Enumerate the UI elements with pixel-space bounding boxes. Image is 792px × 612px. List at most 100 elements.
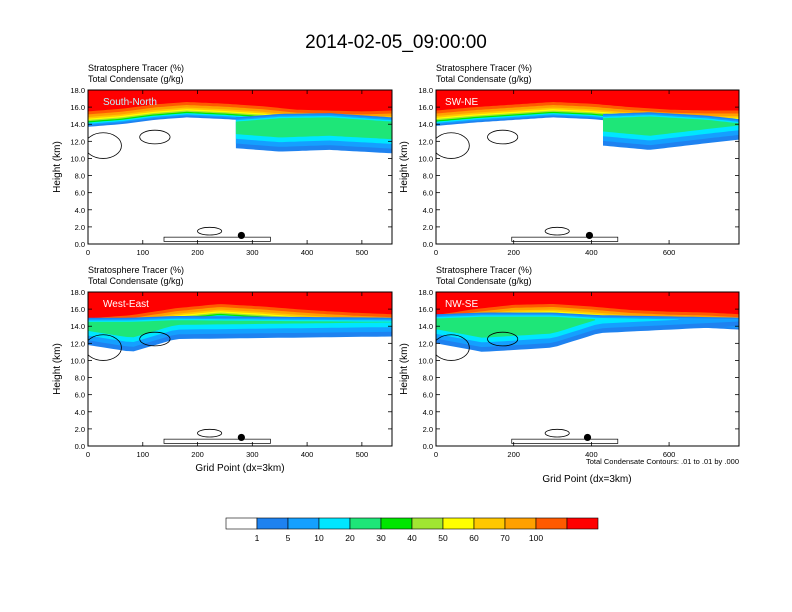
y-axis-label: Height (km) xyxy=(399,141,410,193)
legend-label: 100 xyxy=(529,533,543,543)
y-tick-label: 12.0 xyxy=(70,137,85,146)
location-marker xyxy=(583,433,592,442)
legend-swatch xyxy=(380,517,413,530)
legend-label: 5 xyxy=(286,533,291,543)
axes-sw-ne: 0.0 2.0 4.0 6.0 8.0 10.0 12.0 14.0 16.0 18.0 0 200 4… xyxy=(418,86,739,257)
tracer-intrusion xyxy=(88,320,392,338)
condensate-contour xyxy=(436,132,470,159)
y-tick-label: 4.0 xyxy=(75,408,85,417)
cross-section-label: West-East xyxy=(103,299,149,310)
heatmap-nw-se xyxy=(436,292,739,444)
plot-frame xyxy=(435,89,740,245)
axes-west-east: 0.0 2.0 4.0 6.0 8.0 10.0 12.0 14.0 16.0 18.0 0 100 2… xyxy=(70,288,392,459)
panel-south-north: Stratosphere Tracer (%) Total Condensate… xyxy=(52,63,393,257)
panel-title-line2: Total Condensate (g/kg) xyxy=(436,276,532,286)
cross-section-label: SW-NE xyxy=(445,97,478,108)
tracer-band xyxy=(88,90,392,112)
y-tick-label: 14.0 xyxy=(418,322,433,331)
panel-title-line2: Total Condensate (g/kg) xyxy=(436,74,532,84)
y-tick-label: 10.0 xyxy=(70,154,85,163)
panel-west-east: Stratosphere Tracer (%) Total Condensate… xyxy=(52,265,393,474)
y-tick-label: 4.0 xyxy=(75,206,85,215)
y-tick-label: 14.0 xyxy=(70,322,85,331)
plot-frame xyxy=(87,89,393,245)
x-tick-label: 600 xyxy=(663,450,676,459)
x-tick-label: 500 xyxy=(356,450,369,459)
heatmap-sw-ne xyxy=(436,90,739,242)
y-tick-label: 16.0 xyxy=(418,103,433,112)
condensate-contour xyxy=(436,334,470,361)
y-tick-label: 8.0 xyxy=(423,374,433,383)
y-tick-label: 18.0 xyxy=(418,86,433,95)
x-tick-label: 200 xyxy=(507,450,520,459)
x-axis-label: Grid Point (dx=3km) xyxy=(195,463,284,474)
condensate-contour xyxy=(511,438,619,444)
legend-swatch xyxy=(504,517,537,530)
y-tick-label: 2.0 xyxy=(75,425,85,434)
y-tick-label: 6.0 xyxy=(75,189,85,198)
tracer-intrusion xyxy=(436,316,596,338)
y-tick-label: 0.0 xyxy=(423,240,433,249)
location-marker xyxy=(237,231,245,240)
y-tick-label: 16.0 xyxy=(70,305,85,314)
panel-title-line2: Total Condensate (g/kg) xyxy=(88,276,184,286)
y-tick-label: 2.0 xyxy=(423,223,433,232)
legend-swatch xyxy=(225,517,258,530)
condensate-contour xyxy=(544,428,570,438)
y-tick-label: 10.0 xyxy=(70,356,85,365)
y-tick-label: 12.0 xyxy=(418,137,433,146)
legend-swatch xyxy=(256,517,289,530)
legend-label: 1 xyxy=(255,533,260,543)
color-legend: 1 5 10 20 30 40 50 60 70 100 xyxy=(225,517,599,543)
y-tick-label: 14.0 xyxy=(70,120,85,129)
x-tick-label: 300 xyxy=(246,248,259,257)
tracer-band xyxy=(436,90,739,111)
legend-label: 60 xyxy=(469,533,479,543)
x-tick-label: 400 xyxy=(301,248,314,257)
panel-title-line1: Stratosphere Tracer (%) xyxy=(88,63,184,73)
contour-note: Total Condensate Contours: .01 to .01 by… xyxy=(586,457,739,466)
plot-frame xyxy=(87,291,393,447)
y-tick-label: 2.0 xyxy=(423,425,433,434)
legend-swatch xyxy=(473,517,506,530)
figure-title: 2014-02-05_09:00:00 xyxy=(305,32,487,53)
y-tick-label: 16.0 xyxy=(70,103,85,112)
legend-label: 70 xyxy=(500,533,510,543)
heatmap-south-north xyxy=(88,90,392,242)
x-tick-label: 100 xyxy=(137,248,150,257)
tracer-intrusion xyxy=(235,117,392,140)
condensate-contour xyxy=(88,334,122,361)
legend-swatch xyxy=(411,517,444,530)
y-tick-label: 12.0 xyxy=(418,339,433,348)
y-tick-label: 14.0 xyxy=(418,120,433,129)
x-tick-label: 400 xyxy=(585,248,598,257)
y-tick-label: 10.0 xyxy=(418,356,433,365)
y-tick-label: 8.0 xyxy=(75,374,85,383)
condensate-contour xyxy=(197,428,223,438)
y-tick-label: 18.0 xyxy=(70,86,85,95)
x-tick-label: 0 xyxy=(434,248,438,257)
condensate-contour xyxy=(511,236,619,242)
condensate-contour xyxy=(163,236,271,242)
y-tick-label: 8.0 xyxy=(423,172,433,181)
axes-nw-se: 0.0 2.0 4.0 6.0 8.0 10.0 12.0 14.0 16.0 18.0 0 200 4… xyxy=(418,288,739,459)
x-tick-label: 100 xyxy=(137,450,150,459)
cross-section-label: South-North xyxy=(103,97,157,108)
y-tick-label: 10.0 xyxy=(418,154,433,163)
tracer-band xyxy=(436,292,739,316)
condensate-contour xyxy=(88,132,122,159)
y-axis-label: Height (km) xyxy=(52,141,63,193)
y-tick-label: 0.0 xyxy=(75,240,85,249)
legend-swatch xyxy=(318,517,351,530)
panel-nw-se: Stratosphere Tracer (%) Total Condensate… xyxy=(399,265,740,485)
legend-label: 50 xyxy=(438,533,448,543)
condensate-contour xyxy=(487,129,519,145)
y-tick-label: 8.0 xyxy=(75,172,85,181)
condensate-contour xyxy=(197,226,223,236)
x-tick-label: 0 xyxy=(86,450,90,459)
condensate-contour xyxy=(487,331,519,347)
x-tick-label: 300 xyxy=(246,450,259,459)
x-tick-label: 500 xyxy=(356,248,369,257)
y-axis-label: Height (km) xyxy=(399,343,410,395)
